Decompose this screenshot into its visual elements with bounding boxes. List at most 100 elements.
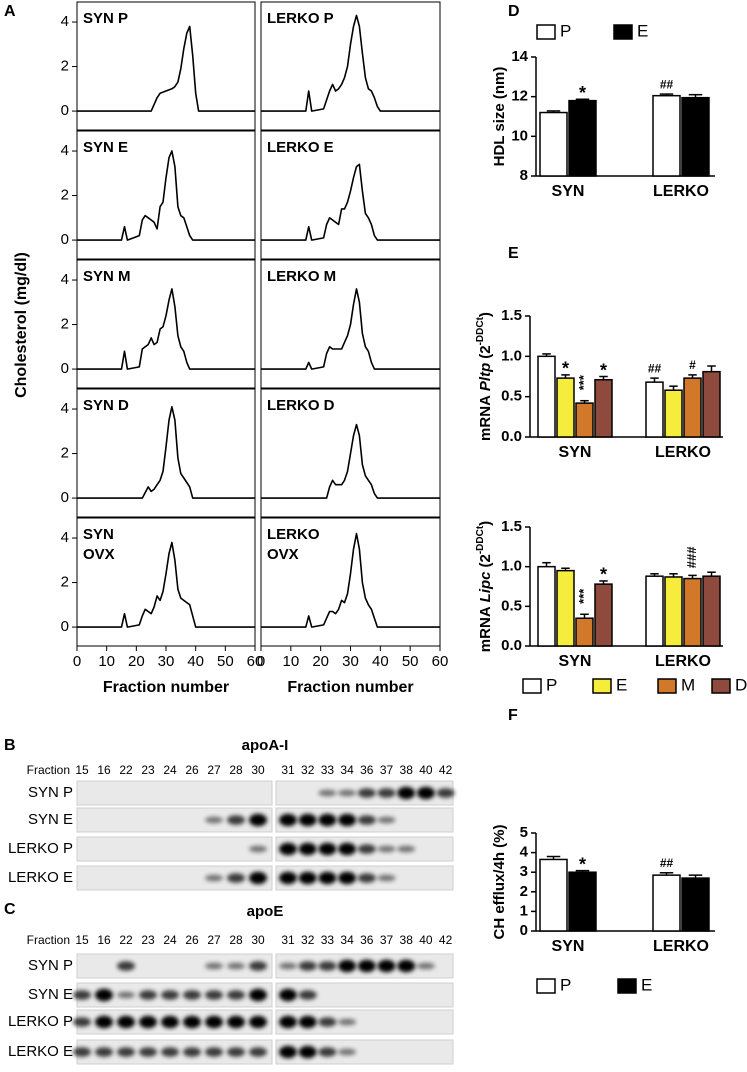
fraction-number: 31	[281, 763, 295, 777]
x-tick-label: 20	[128, 653, 145, 670]
x-tick-label: SYN	[552, 183, 585, 200]
bar	[683, 377, 702, 438]
legend-swatch	[613, 24, 633, 40]
blot-band	[205, 1015, 223, 1029]
bar	[568, 99, 597, 177]
fraction-number: 15	[75, 933, 89, 947]
significance-label: ##	[660, 77, 674, 91]
x-axis-label: Fraction number	[103, 679, 229, 696]
blot-band	[73, 1017, 91, 1027]
bar	[556, 377, 575, 438]
y-axis-label: mRNA Pltp (2-DDCt)	[475, 312, 494, 441]
fraction-number: 40	[419, 763, 433, 777]
blot-band	[298, 1015, 317, 1029]
x-tick-label: 20	[312, 653, 329, 670]
blot-band	[338, 1018, 357, 1026]
fraction-header: Fraction	[27, 763, 70, 777]
fraction-number: 16	[97, 763, 111, 777]
blot-strip	[76, 780, 273, 806]
blot-band	[279, 1015, 297, 1029]
panel-letter: F	[508, 707, 518, 724]
plot-frame	[76, 130, 256, 260]
blot-band	[416, 786, 435, 800]
legend-label: P	[546, 675, 557, 694]
blot-band	[95, 1047, 113, 1057]
legend-swatch	[522, 678, 542, 694]
x-tick-label: SYN	[552, 938, 585, 955]
blot-band	[318, 842, 337, 856]
y-tick-label: 4	[61, 142, 69, 159]
panel-letter: E	[508, 245, 519, 262]
blot-band	[205, 816, 223, 824]
blot-strip	[76, 836, 273, 862]
y-tick-label: 0	[61, 489, 69, 506]
blot-band	[298, 1045, 317, 1059]
fraction-number: 24	[163, 763, 177, 777]
blot-band	[183, 990, 201, 1000]
blot-band	[205, 1047, 223, 1057]
bar	[575, 402, 594, 438]
bar	[681, 877, 710, 932]
blot-band	[298, 961, 317, 971]
blot-band	[338, 813, 357, 827]
blot-band	[183, 1047, 201, 1057]
blot-band	[298, 871, 317, 885]
fraction-number: 30	[251, 933, 265, 947]
fraction-number: 28	[229, 933, 243, 947]
blot-row-label: LERKO E	[8, 1043, 73, 1060]
blot-band	[298, 813, 317, 827]
blot-band	[318, 871, 337, 885]
blot-band	[397, 845, 416, 853]
bar	[537, 355, 556, 438]
blot-row-label: SYN P	[28, 784, 73, 801]
fraction-number: 28	[229, 763, 243, 777]
blot-band	[117, 1047, 135, 1057]
x-tick-label: LERKO	[653, 183, 709, 200]
y-tick-label: 2	[61, 445, 69, 462]
panel-label: LERKO	[267, 526, 320, 543]
y-tick-label: 0.0	[501, 637, 522, 654]
legend-swatch	[617, 978, 637, 994]
x-tick-label: 10	[98, 653, 115, 670]
legend-swatch	[536, 24, 556, 40]
blot-band	[139, 990, 157, 1000]
blot-band	[227, 990, 245, 1000]
panel-label: SYN M	[83, 268, 131, 285]
blot-band	[279, 1045, 297, 1059]
x-tick-label: 10	[282, 653, 299, 670]
plot-frame	[260, 130, 441, 260]
profile-line	[261, 423, 440, 499]
x-tick-label: 60	[432, 653, 449, 670]
x-tick-label: 30	[158, 653, 175, 670]
x-tick-label: 0	[257, 653, 265, 670]
y-axis-label-part: Pltp	[477, 363, 494, 391]
blot-band	[377, 959, 396, 973]
fraction-number: 23	[141, 763, 155, 777]
y-tick-label: 4	[61, 400, 69, 417]
y-tick-label: 2	[61, 316, 69, 333]
bar	[556, 569, 575, 647]
blot-band	[357, 959, 376, 973]
bar	[652, 94, 681, 177]
blot-band	[357, 873, 376, 883]
blot-strip	[275, 1039, 454, 1065]
legend-label: E	[641, 975, 652, 994]
blot-band	[357, 844, 376, 854]
y-tick-label: 4	[61, 271, 69, 288]
fraction-number: 42	[439, 933, 453, 947]
y-tick-label: 12	[511, 88, 528, 105]
blot-band	[249, 961, 267, 971]
significance-label: *	[579, 854, 586, 874]
fraction-number: 36	[360, 763, 374, 777]
blot-band	[377, 788, 396, 798]
blot-band	[279, 988, 297, 1002]
blot-band	[183, 1015, 201, 1029]
blot-band	[205, 990, 223, 1000]
bar	[568, 871, 597, 932]
y-tick-label: 1.0	[501, 558, 522, 575]
plot-frame	[76, 259, 256, 389]
y-tick-label: 2	[520, 883, 528, 900]
blot-band	[318, 789, 337, 797]
blot-band	[205, 874, 223, 882]
x-tick-label: 50	[402, 653, 419, 670]
